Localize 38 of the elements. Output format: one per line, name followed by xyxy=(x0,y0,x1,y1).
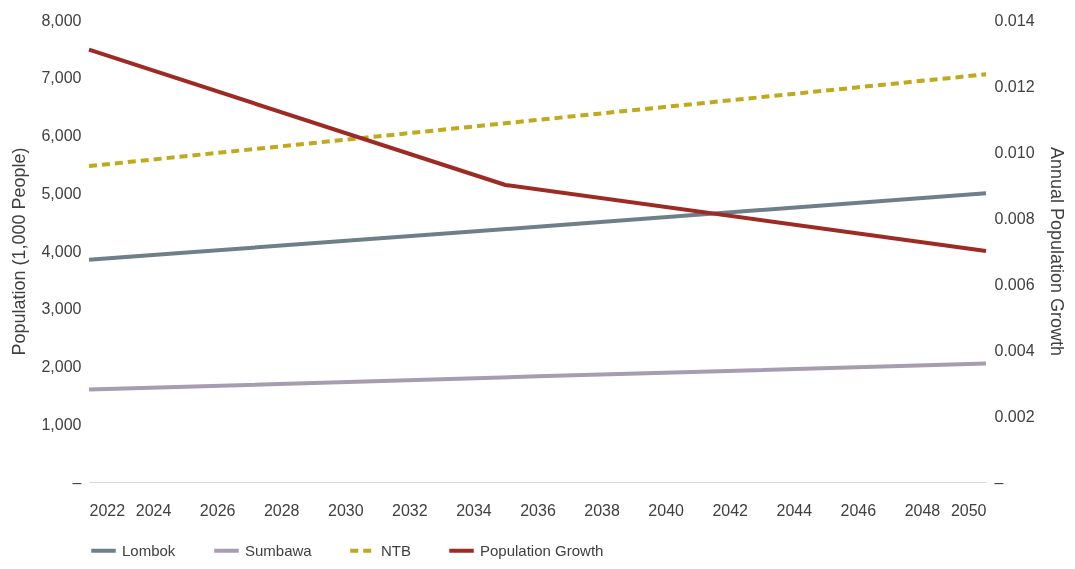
y-tick-label: 7,000 xyxy=(41,69,82,87)
y-tick-label: 2,000 xyxy=(41,358,82,375)
y-tick-label: 4,000 xyxy=(41,242,82,260)
y2-axis-title: Annual Population Growth xyxy=(1046,146,1067,357)
x-tick-label: 2042 xyxy=(712,501,749,519)
y-tick-label: – xyxy=(72,473,82,491)
x-tick-label: 2022 xyxy=(89,501,126,519)
y-tick-label: 6,000 xyxy=(41,127,82,144)
x-tick-label: 2034 xyxy=(456,501,492,519)
x-tick-label: 2026 xyxy=(199,501,236,519)
x-tick-label: 2030 xyxy=(327,501,364,519)
x-tick-label: 2032 xyxy=(392,501,428,519)
legend-label: Sumbawa xyxy=(245,541,313,559)
x-tick-label: 2036 xyxy=(520,501,556,519)
x-tick-label: 2050 xyxy=(950,501,987,519)
legend-label: Lombok xyxy=(122,541,176,559)
y2-tick-label: 0.006 xyxy=(994,275,1035,293)
legend-label: NTB xyxy=(381,541,411,559)
x-tick-label: 2038 xyxy=(584,501,620,519)
y2-tick-label: 0.014 xyxy=(994,11,1035,29)
y2-tick-label: 0.012 xyxy=(994,77,1035,95)
legend-label: Population Growth xyxy=(480,541,604,559)
x-tick-label: 2040 xyxy=(648,501,685,519)
x-tick-label: 2024 xyxy=(135,501,172,519)
y-tick-label: 8,000 xyxy=(41,11,82,29)
y-axis-title: Population (1,000 People) xyxy=(9,147,30,356)
x-tick-label: 2044 xyxy=(776,501,813,519)
y2-tick-label: 0.010 xyxy=(994,143,1035,161)
y2-tick-label: 0.002 xyxy=(994,407,1035,425)
y2-tick-label: 0.008 xyxy=(994,209,1035,227)
x-tick-label: 2048 xyxy=(904,501,941,519)
y-tick-label: 3,000 xyxy=(41,300,82,318)
y2-tick-label: – xyxy=(994,473,1004,491)
x-tick-label: 2028 xyxy=(263,501,300,519)
y2-tick-label: 0.004 xyxy=(994,341,1035,359)
x-tick-label: 2046 xyxy=(840,501,877,519)
y-tick-label: 1,000 xyxy=(41,415,82,433)
y-tick-label: 5,000 xyxy=(41,184,82,202)
